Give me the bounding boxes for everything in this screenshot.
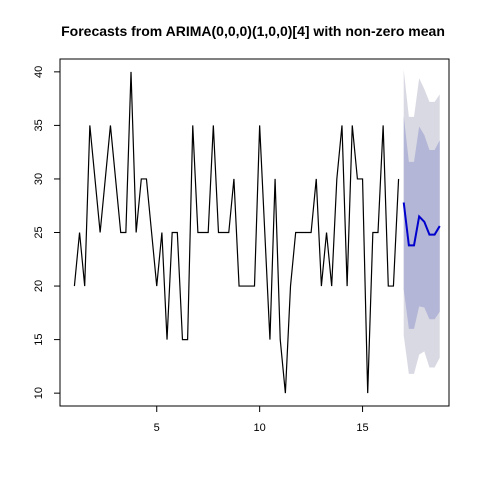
y-tick-label-25: 25 <box>33 226 45 238</box>
series-lines <box>73 71 441 394</box>
y-axis: 10 15 20 25 30 35 40 <box>33 66 60 399</box>
y-tick-label-10: 10 <box>33 387 45 399</box>
chart-title: Forecasts from ARIMA(0,0,0)(1,0,0)[4] wi… <box>61 23 445 39</box>
x-axis: 5 10 15 <box>154 406 369 434</box>
history-line <box>73 71 400 394</box>
x-tick-label-10: 10 <box>254 422 266 434</box>
y-tick-label-40: 40 <box>33 66 45 78</box>
x-tick-label-15: 15 <box>356 422 368 434</box>
y-tick-label-30: 30 <box>33 173 45 185</box>
y-tick-label-35: 35 <box>33 119 45 131</box>
plot-frame <box>59 58 450 407</box>
forecast-line <box>402 202 441 247</box>
pi80-band <box>403 115 440 329</box>
x-tick-label-5: 5 <box>154 422 160 434</box>
prediction-intervals <box>403 69 440 374</box>
y-tick-label-15: 15 <box>33 333 45 345</box>
y-tick-label-20: 20 <box>33 280 45 292</box>
